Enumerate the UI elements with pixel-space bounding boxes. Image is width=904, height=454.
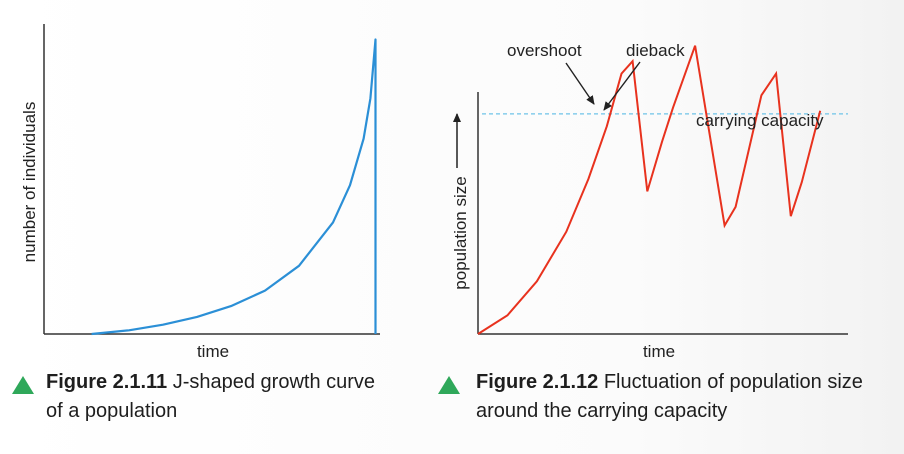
j-growth-curve <box>91 38 377 336</box>
figure-number: Figure 2.1.12 <box>476 371 599 393</box>
dieback-arrow-icon <box>603 61 641 111</box>
population-size-curve <box>477 45 822 335</box>
figure-caption-text: J-shaped growth curve of a population <box>46 371 376 422</box>
figure-caption-1: Figure 2.1.11 J-shaped growth curve of a… <box>46 368 386 426</box>
x-axis-label: time <box>643 342 675 361</box>
dieback-label: dieback <box>626 41 685 60</box>
x-axis-label: time <box>197 342 229 361</box>
figure-marker-icon <box>438 376 460 394</box>
figure-marker-icon <box>12 376 34 394</box>
overshoot-label: overshoot <box>507 41 582 60</box>
figure-caption-text: Fluctuation of population size around th… <box>476 371 863 422</box>
y-axis-label: number of individuals <box>20 102 39 263</box>
figure-caption-2: Figure 2.1.12 Fluctuation of population … <box>476 368 876 426</box>
chart-j-curve: number of individuals time <box>20 24 380 361</box>
figure-number: Figure 2.1.11 <box>46 371 168 393</box>
chart-fluctuation: population size time overshoot dieback c… <box>451 41 848 361</box>
overshoot-arrow-icon <box>565 62 595 105</box>
y-axis-label: population size <box>451 176 470 289</box>
carrying-capacity-label: carrying capacity <box>696 111 824 130</box>
